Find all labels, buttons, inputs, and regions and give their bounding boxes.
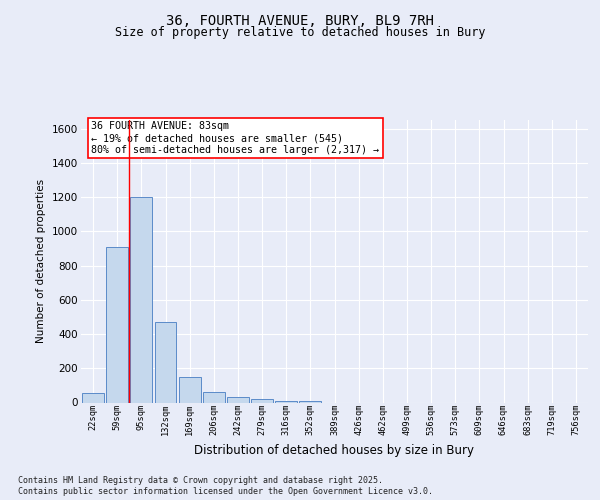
Bar <box>130 197 152 402</box>
Text: 36 FOURTH AVENUE: 83sqm
← 19% of detached houses are smaller (545)
80% of semi-d: 36 FOURTH AVENUE: 83sqm ← 19% of detache… <box>91 122 379 154</box>
Bar <box>275 401 297 402</box>
Text: Contains HM Land Registry data © Crown copyright and database right 2025.: Contains HM Land Registry data © Crown c… <box>18 476 383 485</box>
Bar <box>179 377 200 402</box>
Bar <box>251 399 273 402</box>
Text: Contains public sector information licensed under the Open Government Licence v3: Contains public sector information licen… <box>18 488 433 496</box>
Bar <box>299 401 321 402</box>
Bar <box>203 392 224 402</box>
Text: 36, FOURTH AVENUE, BURY, BL9 7RH: 36, FOURTH AVENUE, BURY, BL9 7RH <box>166 14 434 28</box>
X-axis label: Distribution of detached houses by size in Bury: Distribution of detached houses by size … <box>194 444 475 456</box>
Bar <box>106 246 128 402</box>
Text: Size of property relative to detached houses in Bury: Size of property relative to detached ho… <box>115 26 485 39</box>
Y-axis label: Number of detached properties: Number of detached properties <box>37 179 46 344</box>
Bar <box>227 396 249 402</box>
Bar <box>155 322 176 402</box>
Bar <box>82 393 104 402</box>
